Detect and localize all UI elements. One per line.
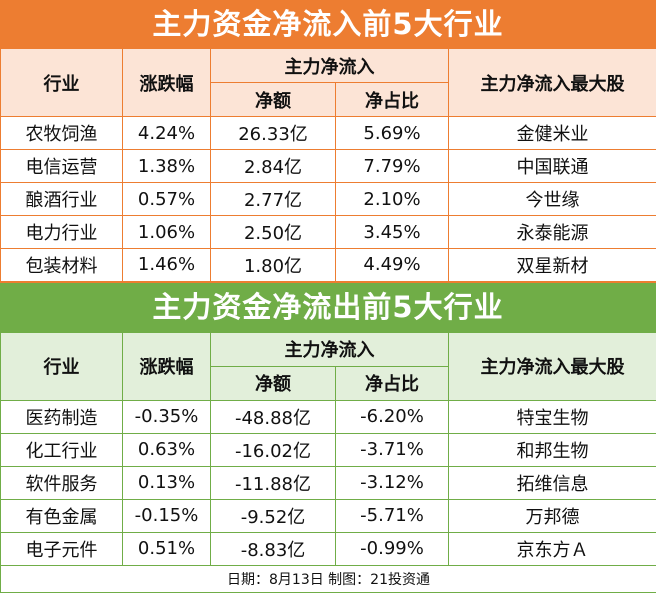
cell-ratio: -3.12% bbox=[336, 466, 449, 499]
cell-ratio: 4.49% bbox=[336, 249, 449, 282]
header-amount: 净额 bbox=[211, 83, 336, 117]
cell-ratio: 5.69% bbox=[336, 117, 449, 150]
header-top-stock: 主力净流入最大股 bbox=[449, 49, 656, 117]
cell-change: 4.24% bbox=[123, 117, 211, 150]
header-industry: 行业 bbox=[1, 332, 123, 400]
cell-stock: 拓维信息 bbox=[449, 466, 656, 499]
cell-amount: -8.83亿 bbox=[211, 532, 336, 565]
cell-amount: 2.77亿 bbox=[211, 183, 336, 216]
cell-amount: 1.80亿 bbox=[211, 249, 336, 282]
cell-ratio: -3.71% bbox=[336, 433, 449, 466]
cell-industry: 电力行业 bbox=[1, 216, 123, 249]
cell-industry: 化工行业 bbox=[1, 433, 123, 466]
outflow-table: 行业涨跌幅主力净流入主力净流入最大股 净额净占比 医药制造-0.35%-48.8… bbox=[0, 332, 656, 593]
cell-industry: 医药制造 bbox=[1, 400, 123, 433]
cell-industry: 酿酒行业 bbox=[1, 183, 123, 216]
cell-industry: 电子元件 bbox=[1, 532, 123, 565]
header-change: 涨跌幅 bbox=[123, 49, 211, 117]
cell-amount: -11.88亿 bbox=[211, 466, 336, 499]
cell-stock: 金健米业 bbox=[449, 117, 656, 150]
cell-change: 1.38% bbox=[123, 150, 211, 183]
outflow-section: 主力资金净流出前5大行业 行业涨跌幅主力净流入主力净流入最大股 净额净占比 医药… bbox=[0, 283, 656, 593]
cell-industry: 有色金属 bbox=[1, 499, 123, 532]
cell-stock: 万邦德 bbox=[449, 499, 656, 532]
cell-ratio: -0.99% bbox=[336, 532, 449, 565]
cell-change: 0.51% bbox=[123, 532, 211, 565]
cell-change: 1.46% bbox=[123, 249, 211, 282]
cell-ratio: 7.79% bbox=[336, 150, 449, 183]
inflow-section: 主力资金净流入前5大行业 行业涨跌幅主力净流入主力净流入最大股 净额净占比 农牧… bbox=[0, 0, 656, 283]
cell-stock: 特宝生物 bbox=[449, 400, 656, 433]
cell-amount: -16.02亿 bbox=[211, 433, 336, 466]
cell-ratio: 3.45% bbox=[336, 216, 449, 249]
cell-ratio: 2.10% bbox=[336, 183, 449, 216]
outflow-title: 主力资金净流出前5大行业 bbox=[0, 283, 656, 332]
cell-industry: 包装材料 bbox=[1, 249, 123, 282]
cell-amount: 26.33亿 bbox=[211, 117, 336, 150]
cell-change: 1.06% bbox=[123, 216, 211, 249]
header-industry: 行业 bbox=[1, 49, 123, 117]
cell-amount: 2.50亿 bbox=[211, 216, 336, 249]
cell-amount: -9.52亿 bbox=[211, 499, 336, 532]
cell-industry: 软件服务 bbox=[1, 466, 123, 499]
cell-industry: 电信运营 bbox=[1, 150, 123, 183]
cell-change: 0.57% bbox=[123, 183, 211, 216]
header-net-inflow: 主力净流入 bbox=[211, 332, 449, 366]
cell-stock: 中国联通 bbox=[449, 150, 656, 183]
cell-ratio: -6.20% bbox=[336, 400, 449, 433]
header-net-inflow: 主力净流入 bbox=[211, 49, 449, 83]
cell-amount: 2.84亿 bbox=[211, 150, 336, 183]
inflow-title: 主力资金净流入前5大行业 bbox=[0, 0, 656, 48]
cell-stock: 永泰能源 bbox=[449, 216, 656, 249]
table-row: 有色金属-0.15%-9.52亿-5.71%万邦德 bbox=[1, 499, 656, 532]
header-amount: 净额 bbox=[211, 366, 336, 400]
header-change: 涨跌幅 bbox=[123, 332, 211, 400]
cell-change: -0.35% bbox=[123, 400, 211, 433]
table-row: 医药制造-0.35%-48.88亿-6.20%特宝生物 bbox=[1, 400, 656, 433]
cell-industry: 农牧饲渔 bbox=[1, 117, 123, 150]
cell-change: 0.63% bbox=[123, 433, 211, 466]
cell-stock: 今世缘 bbox=[449, 183, 656, 216]
cell-amount: -48.88亿 bbox=[211, 400, 336, 433]
cell-change: -0.15% bbox=[123, 499, 211, 532]
header-ratio: 净占比 bbox=[336, 83, 449, 117]
cell-stock: 双星新材 bbox=[449, 249, 656, 282]
cell-change: 0.13% bbox=[123, 466, 211, 499]
cell-stock: 京东方Ａ bbox=[449, 532, 656, 565]
header-ratio: 净占比 bbox=[336, 366, 449, 400]
header-top-stock: 主力净流入最大股 bbox=[449, 332, 656, 400]
cell-ratio: -5.71% bbox=[336, 499, 449, 532]
cell-stock: 和邦生物 bbox=[449, 433, 656, 466]
footer-note: 日期：8月13日 制图：21投资通 bbox=[1, 565, 656, 592]
